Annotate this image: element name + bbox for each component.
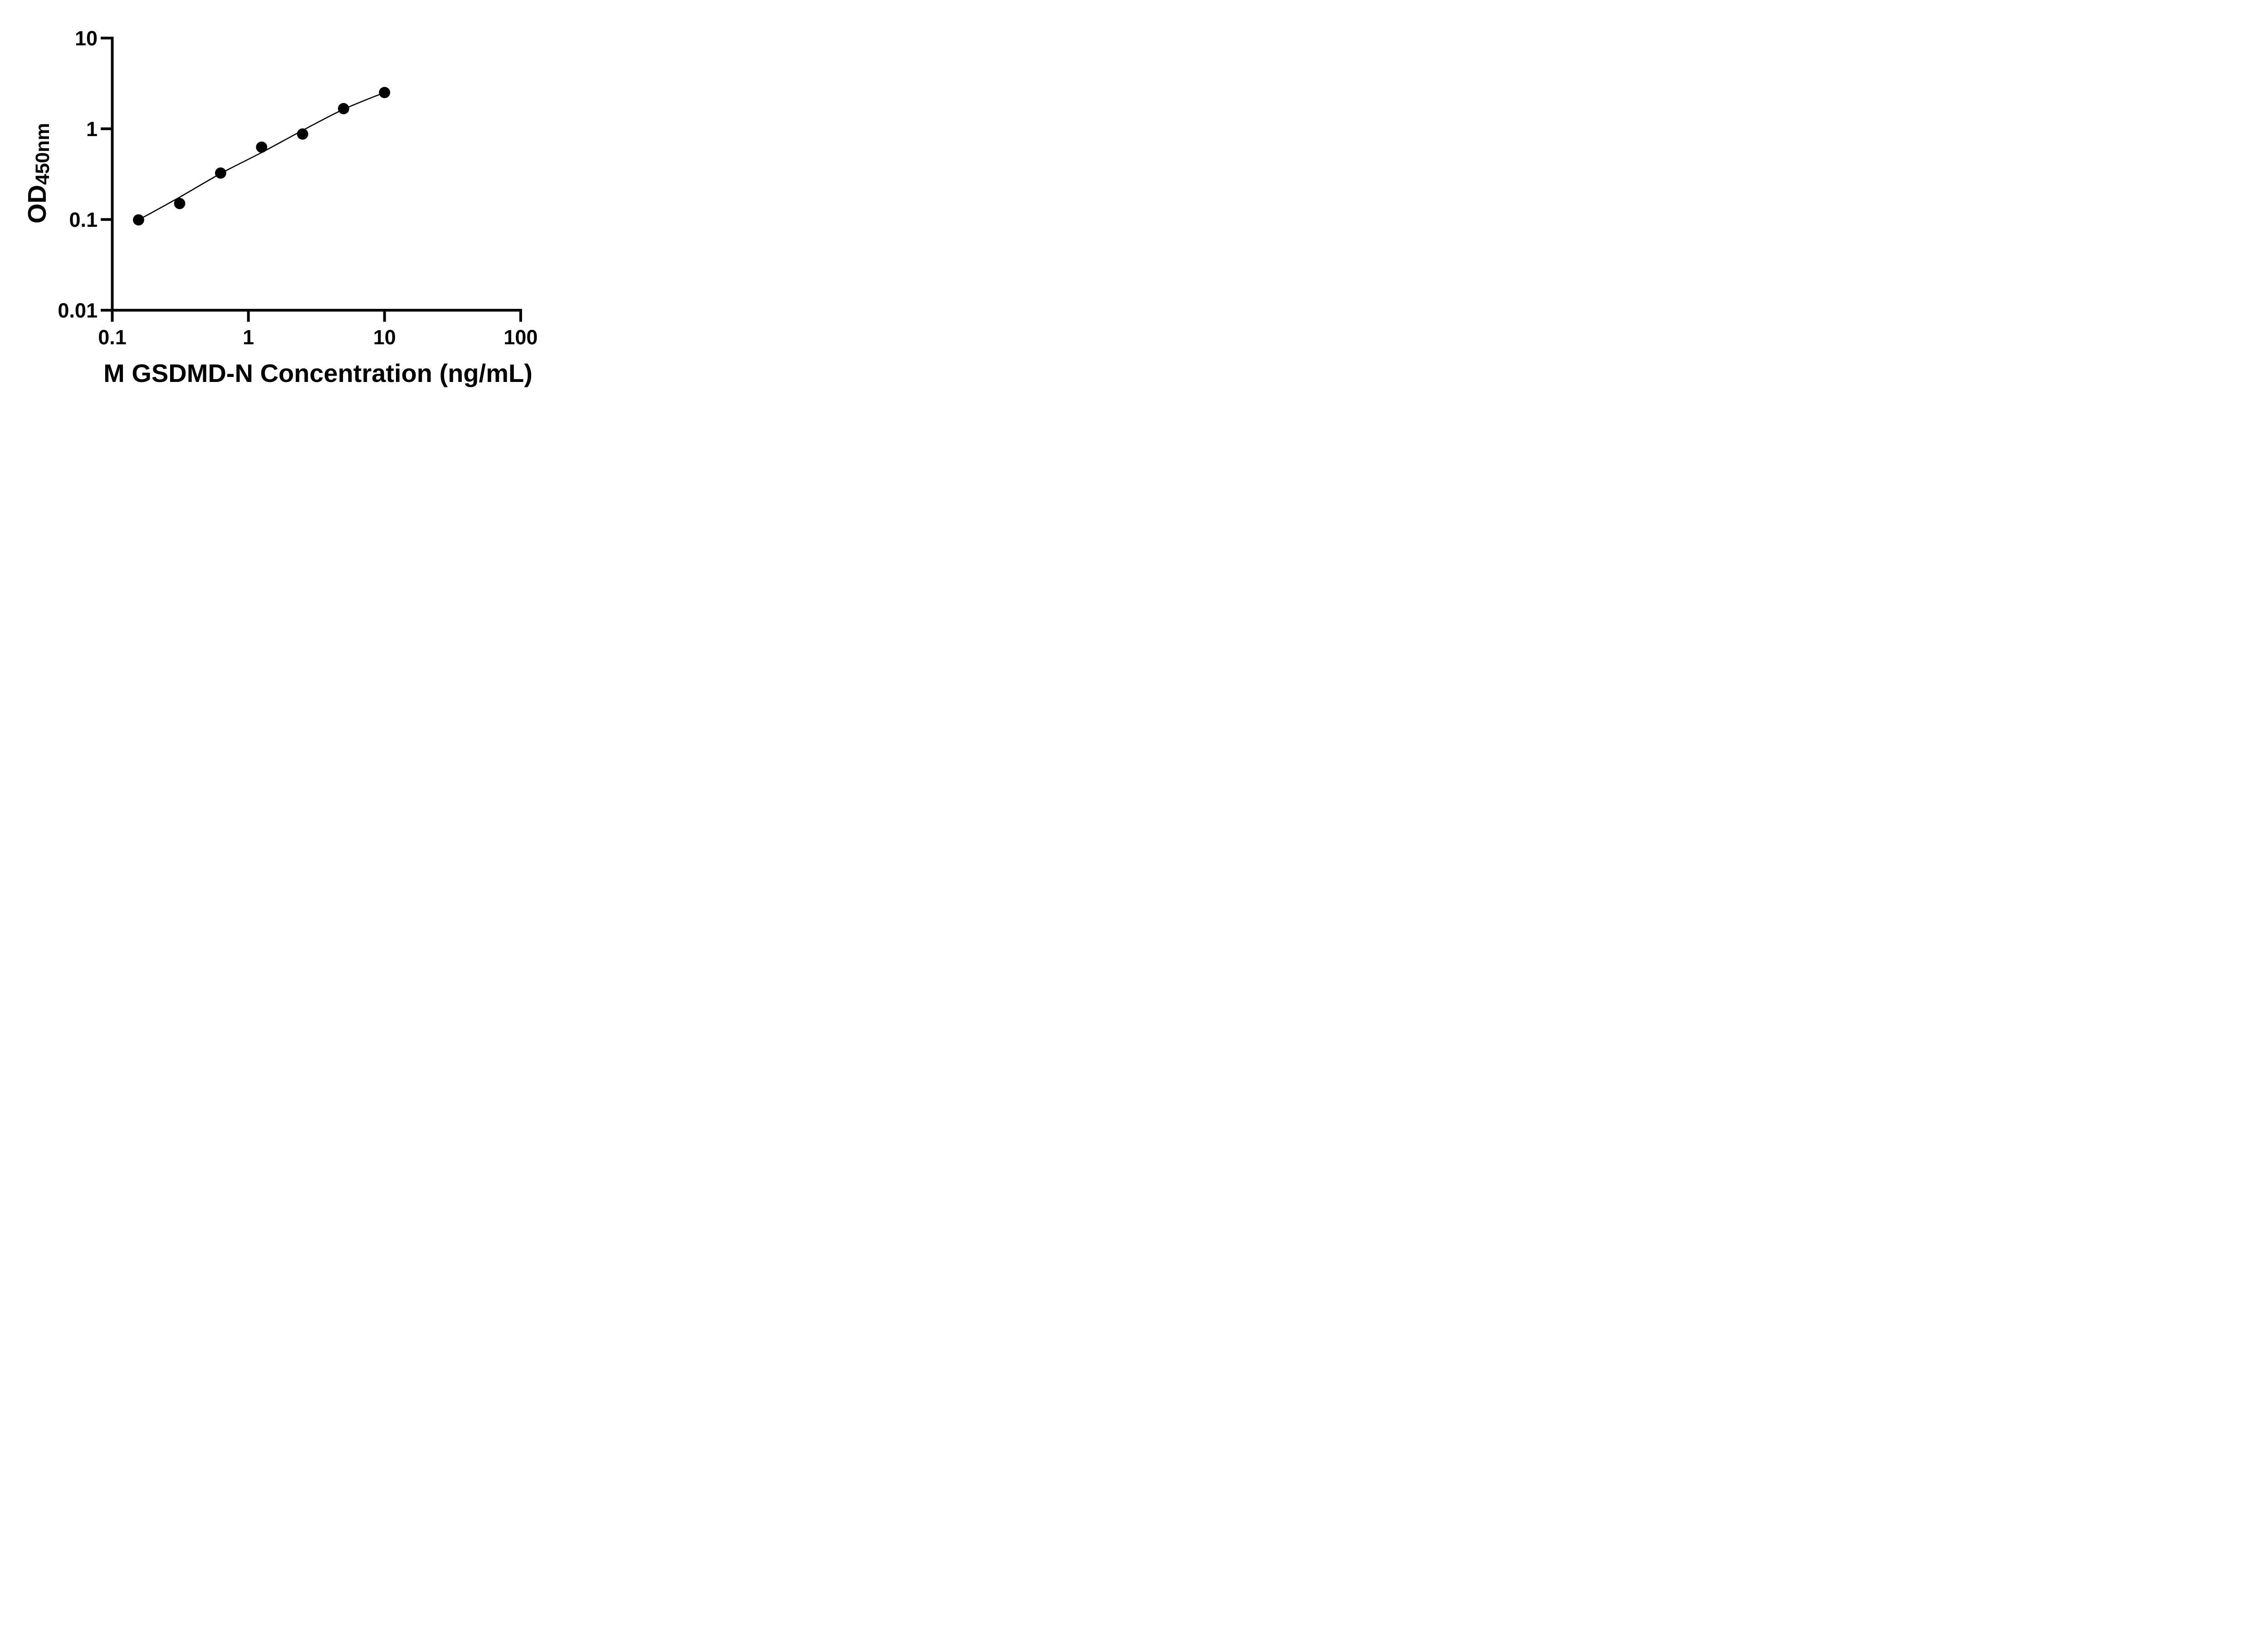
y-tick-label-0.1: 0.1 [69, 208, 98, 232]
data-point-marker [297, 128, 308, 140]
x-tick-label-0.1: 0.1 [98, 326, 127, 349]
axis-spines [111, 36, 522, 312]
y-tick-label-1: 1 [86, 117, 98, 141]
plot-area [101, 36, 522, 322]
data-point-marker [338, 103, 349, 114]
y-tick-label-0.01: 0.01 [58, 299, 98, 323]
x-tick-label-100: 100 [503, 326, 538, 349]
data-point-marker [215, 167, 226, 179]
data-point-marker [133, 214, 144, 226]
x-tick-label-1: 1 [243, 326, 254, 349]
x-tick-label-10: 10 [373, 326, 396, 349]
data-point-marker [174, 198, 186, 210]
y-tick-label-10: 10 [74, 27, 98, 50]
data-point-marker [256, 142, 268, 153]
data-point-marker [379, 87, 391, 98]
x-axis-title: M GSDMD-N Concentration (ng/mL) [103, 359, 533, 387]
elisa-standard-curve-figure: OD450nm M GSDMD-N Concentration (ng/mL) … [0, 0, 583, 408]
